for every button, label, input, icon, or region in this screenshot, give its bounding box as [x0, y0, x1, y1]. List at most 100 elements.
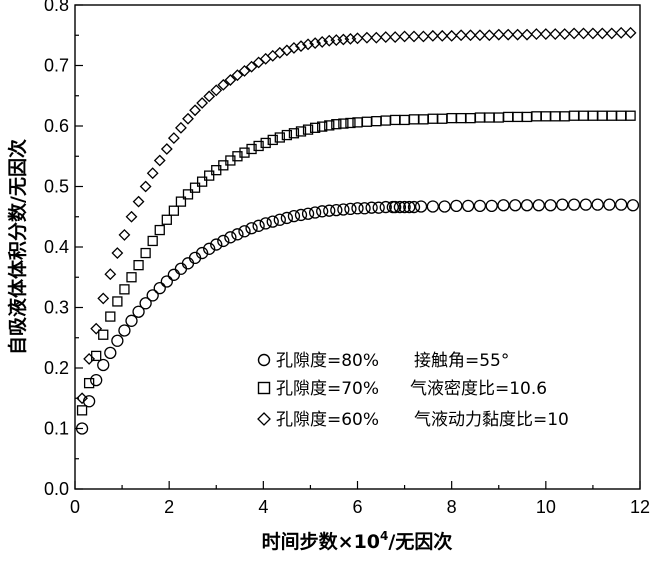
data-point-square: [112, 296, 123, 307]
data-point-diamond: [238, 65, 251, 77]
data-point-circle: [266, 215, 279, 228]
data-point-diamond: [167, 132, 180, 145]
data-point-circle: [485, 199, 498, 213]
data-point-circle: [217, 234, 230, 248]
data-point-square: [154, 224, 165, 236]
data-point-square: [133, 259, 144, 271]
data-point-circle: [231, 228, 244, 241]
data-point-square: [390, 114, 401, 126]
data-point-diamond: [139, 180, 152, 193]
data-point-circle: [603, 198, 616, 211]
data-point-circle: [379, 200, 392, 214]
data-point-circle: [579, 198, 593, 211]
data-point-diamond: [97, 292, 110, 305]
data-point-circle: [139, 297, 152, 310]
data-point-diamond: [464, 29, 477, 42]
y-tick-label: 0.8: [44, 0, 69, 15]
x-axis-title-superscript: 4: [380, 529, 388, 543]
data-point-diamond: [558, 28, 571, 40]
y-tick-label: 0.3: [44, 298, 69, 318]
data-point-diamond: [118, 228, 131, 241]
data-point-circle: [509, 199, 522, 212]
data-point-diamond: [160, 143, 173, 155]
data-point-square: [437, 113, 448, 124]
data-point-square: [540, 111, 551, 122]
data-point-diamond: [351, 32, 364, 45]
data-point-circle: [407, 200, 421, 214]
data-point-diamond: [436, 29, 449, 42]
data-point-square: [260, 137, 271, 149]
data-point-circle: [473, 199, 487, 213]
data-point-circle: [358, 202, 371, 215]
data-point-square: [484, 112, 495, 123]
data-point-diamond: [245, 60, 258, 73]
data-point-circle: [351, 202, 364, 215]
data-point-circle: [544, 199, 557, 212]
data-point-circle: [626, 199, 640, 212]
data-point-diamond: [182, 112, 194, 125]
data-point-circle: [532, 199, 545, 212]
data-point-diamond: [132, 195, 145, 208]
data-point-circle: [301, 207, 315, 220]
data-point-circle: [195, 246, 209, 260]
data-point-circle: [287, 209, 301, 223]
x-tick-label: 2: [164, 497, 174, 517]
data-point-diamond: [125, 210, 138, 223]
data-point-square: [606, 110, 617, 121]
data-point-diamond: [259, 52, 272, 65]
data-point-diamond: [360, 31, 373, 44]
data-point-square: [512, 111, 523, 123]
data-point-diamond: [83, 353, 96, 365]
legend-note-density-ratio: 气液密度比=10.6: [410, 379, 547, 399]
data-point-square: [204, 170, 215, 181]
data-point-diamond: [210, 84, 223, 97]
data-point-circle: [181, 257, 195, 270]
data-point-diamond: [615, 26, 628, 39]
x-tick-label: 4: [258, 497, 268, 517]
data-point-diamond: [196, 97, 209, 109]
data-point-square: [408, 114, 420, 125]
y-tick-label: 0.6: [44, 116, 69, 136]
data-point-diamond: [224, 74, 237, 86]
data-point-circle: [75, 422, 89, 435]
data-point-circle: [118, 324, 131, 337]
data-point-circle: [238, 225, 251, 238]
data-point-square: [503, 111, 514, 123]
data-point-square: [418, 114, 429, 125]
legend-marker-square: [257, 381, 271, 395]
data-point-circle: [344, 202, 357, 216]
data-point-circle: [252, 219, 265, 232]
data-point-diamond: [153, 154, 166, 167]
y-tick-label: 0.0: [44, 479, 69, 499]
data-point-circle: [414, 200, 428, 213]
data-point-square: [147, 235, 158, 247]
data-point-circle: [132, 305, 145, 318]
data-point-circle: [372, 201, 385, 214]
series-diamond: [76, 26, 637, 405]
data-point-square: [317, 121, 328, 132]
data-point-diamond: [492, 28, 505, 41]
data-point-square: [119, 284, 130, 295]
data-point-square: [465, 112, 476, 124]
data-point-diamond: [530, 28, 543, 40]
data-point-circle: [104, 346, 117, 360]
data-point-circle: [426, 200, 439, 213]
series-circle: [75, 198, 640, 435]
data-point-square: [427, 113, 438, 124]
data-point-diamond: [511, 28, 524, 41]
data-point-circle: [567, 198, 581, 211]
data-point-circle: [398, 200, 411, 214]
y-tick-label: 0.7: [44, 56, 69, 76]
legend-label-porosity-80: 孔隙度=80%: [276, 351, 379, 371]
data-point-circle: [330, 203, 343, 217]
data-point-diamond: [408, 30, 420, 43]
data-point-circle: [520, 199, 534, 212]
data-point-square: [616, 110, 627, 121]
data-point-diamond: [586, 27, 599, 40]
data-point-diamond: [521, 28, 533, 41]
data-point-square: [345, 117, 356, 129]
data-point-circle: [403, 200, 416, 214]
data-point-circle: [125, 314, 138, 327]
data-point-square: [568, 110, 580, 121]
data-point-circle: [294, 208, 308, 222]
